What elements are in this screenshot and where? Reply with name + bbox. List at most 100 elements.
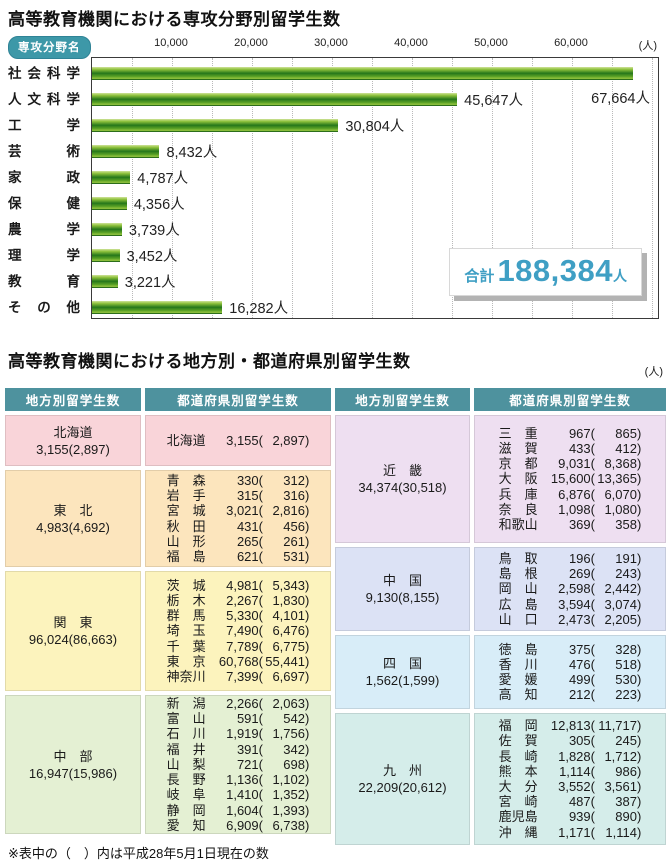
category-label: 家政: [8, 163, 91, 189]
category-char: そ: [8, 300, 22, 315]
bar-value-label: 3,452人: [126, 248, 178, 265]
gridline: [412, 58, 413, 318]
prefecture-row: 長 野 1,136(1,102): [167, 772, 310, 787]
paren-open: (: [258, 638, 263, 654]
paren-close: ): [637, 550, 642, 566]
category-label-text: 理学: [8, 244, 80, 264]
paren-close: ): [637, 718, 642, 734]
prefecture-previous-value: 1,830: [272, 592, 305, 608]
prefecture-name: 北海道: [166, 432, 206, 448]
category-label-text: 保健: [8, 192, 80, 212]
prefecture-value: 721: [236, 756, 259, 772]
paren-open: (: [258, 623, 263, 639]
prefecture-value: 375: [568, 641, 591, 657]
paren-open: (: [258, 503, 263, 519]
bar-row: 3,739人: [92, 216, 658, 242]
prefecture-previous-value: 1,114: [605, 824, 637, 840]
prefecture-cell: 青 森 330(312) 岩 手 315(316) 宮 城 3,021(2,816) 秋 田…: [145, 470, 331, 567]
prefecture-value: 330: [236, 472, 259, 488]
paren-open: (: [590, 471, 595, 487]
prefecture-previous-value: 6,070: [604, 486, 637, 502]
bar-row: 45,647人: [92, 86, 658, 112]
paren-close: ): [637, 824, 642, 840]
prefecture-previous-value: 2,063: [272, 696, 305, 712]
paren-open: (: [258, 548, 263, 564]
bar-value-label: 4,787人: [137, 170, 189, 187]
prefecture-previous-value: 3,074: [604, 596, 637, 612]
paren-close: ): [637, 440, 642, 456]
paren-open: (: [590, 517, 595, 532]
category-label: 教育: [8, 267, 91, 293]
region-cell: 中 国 9,130(8,155): [335, 547, 470, 631]
total-label: 合計: [464, 268, 495, 285]
prefecture-previous-value: 8,368: [604, 456, 637, 472]
region-band: 中 国 9,130(8,155) 鳥 取 196(191) 島 根 269(243) 岡 山…: [335, 547, 666, 631]
table-title: 高等教育機関における地方別・都道府県別留学生数: [8, 352, 411, 371]
region-name: 東 北: [53, 502, 93, 518]
prefecture-name: 熊 本: [498, 763, 538, 779]
bar: [92, 66, 634, 80]
prefecture-name: 佐 賀: [498, 733, 538, 749]
paren-open: (: [590, 611, 595, 627]
prefecture-value: 196: [568, 550, 591, 566]
prefecture-row: 福 井 391(342): [167, 742, 310, 757]
prefecture-previous-value: 531: [283, 548, 305, 564]
prefecture-value: 431: [236, 518, 259, 534]
category-char: 保: [8, 196, 22, 211]
category-char: 政: [66, 170, 81, 185]
paren-open: (: [258, 726, 263, 742]
region-cell: 関 東 96,024(86,663): [5, 571, 141, 691]
prefecture-previous-value: 316: [283, 488, 305, 504]
prefecture-row: 香 川 476(518): [499, 657, 642, 672]
paren-close: ): [305, 623, 310, 639]
prefecture-cell: 新 潟 2,266(2,063) 富 山 591(542) 石 川 1,919(1,756…: [145, 695, 331, 834]
bar-value-label: 30,804人: [345, 118, 405, 135]
prefecture-row: 大 阪 15,600(13,365): [499, 471, 642, 486]
prefecture-row: 京 都 9,031(8,368): [499, 456, 642, 471]
category-char: 術: [66, 144, 81, 159]
paren-close: ): [305, 711, 310, 727]
total-box: 合計 188,384 人: [449, 248, 642, 296]
prefecture-row: 栃 木 2,267(1,830): [167, 593, 310, 608]
gridline: [172, 58, 173, 318]
region-value: 16,947(15,986): [28, 765, 118, 781]
prefecture-previous-value: 358: [615, 517, 637, 532]
bar: [92, 196, 127, 210]
prefecture-row: 北海道 3,155(2,897): [167, 433, 310, 448]
category-labels-column: 社会科学人文科学工学芸術家政保健農学理学教育その他: [8, 57, 91, 319]
prefecture-previous-value: 2,205: [604, 611, 637, 627]
paren-close: ): [305, 472, 310, 488]
prefecture-previous-value: 2,897: [272, 432, 305, 448]
prefecture-value: 269: [568, 566, 591, 582]
region-value: 4,983(4,692): [36, 519, 110, 535]
paren-open: (: [258, 802, 263, 818]
prefecture-previous-value: 6,775: [272, 638, 305, 654]
bar-row: 8,432人: [92, 138, 658, 164]
prefecture-value: 369: [568, 517, 591, 532]
bar: [92, 144, 160, 158]
region-value: 1,562(1,599): [365, 673, 440, 688]
paren-close: ): [637, 471, 642, 487]
paren-open: (: [258, 787, 263, 803]
category-char: 科: [47, 92, 61, 107]
paren-open: (: [258, 772, 263, 788]
prefecture-name: 千 葉: [166, 638, 206, 654]
table-header-row: 地方別留学生数 都道府県別留学生数: [5, 388, 331, 411]
x-axis-tick: 20,000: [234, 37, 268, 49]
prefecture-value: 305: [568, 733, 591, 749]
paren-open: (: [590, 794, 595, 810]
prefecture-row: 宮 崎 487(387): [499, 794, 642, 809]
prefecture-row: 山 形 265(261): [167, 534, 310, 549]
paren-open: (: [258, 711, 263, 727]
region-table-section: 高等教育機関における地方別・都道府県別留学生数 (人) 地方別留学生数 都道府県別…: [0, 319, 671, 862]
paren-close: ): [637, 641, 642, 657]
prefecture-name: 広 島: [498, 596, 538, 612]
table-unit-label: (人): [644, 366, 663, 378]
prefecture-value: 967: [568, 425, 591, 441]
prefecture-name: 茨 城: [166, 577, 206, 593]
bar-row: 67,664人: [92, 60, 658, 107]
prefecture-value: 1,604: [226, 802, 259, 818]
paren-open: (: [258, 533, 263, 549]
prefecture-name: 東 京: [166, 653, 206, 669]
prefecture-row: 奈 良 1,098(1,080): [499, 502, 642, 517]
